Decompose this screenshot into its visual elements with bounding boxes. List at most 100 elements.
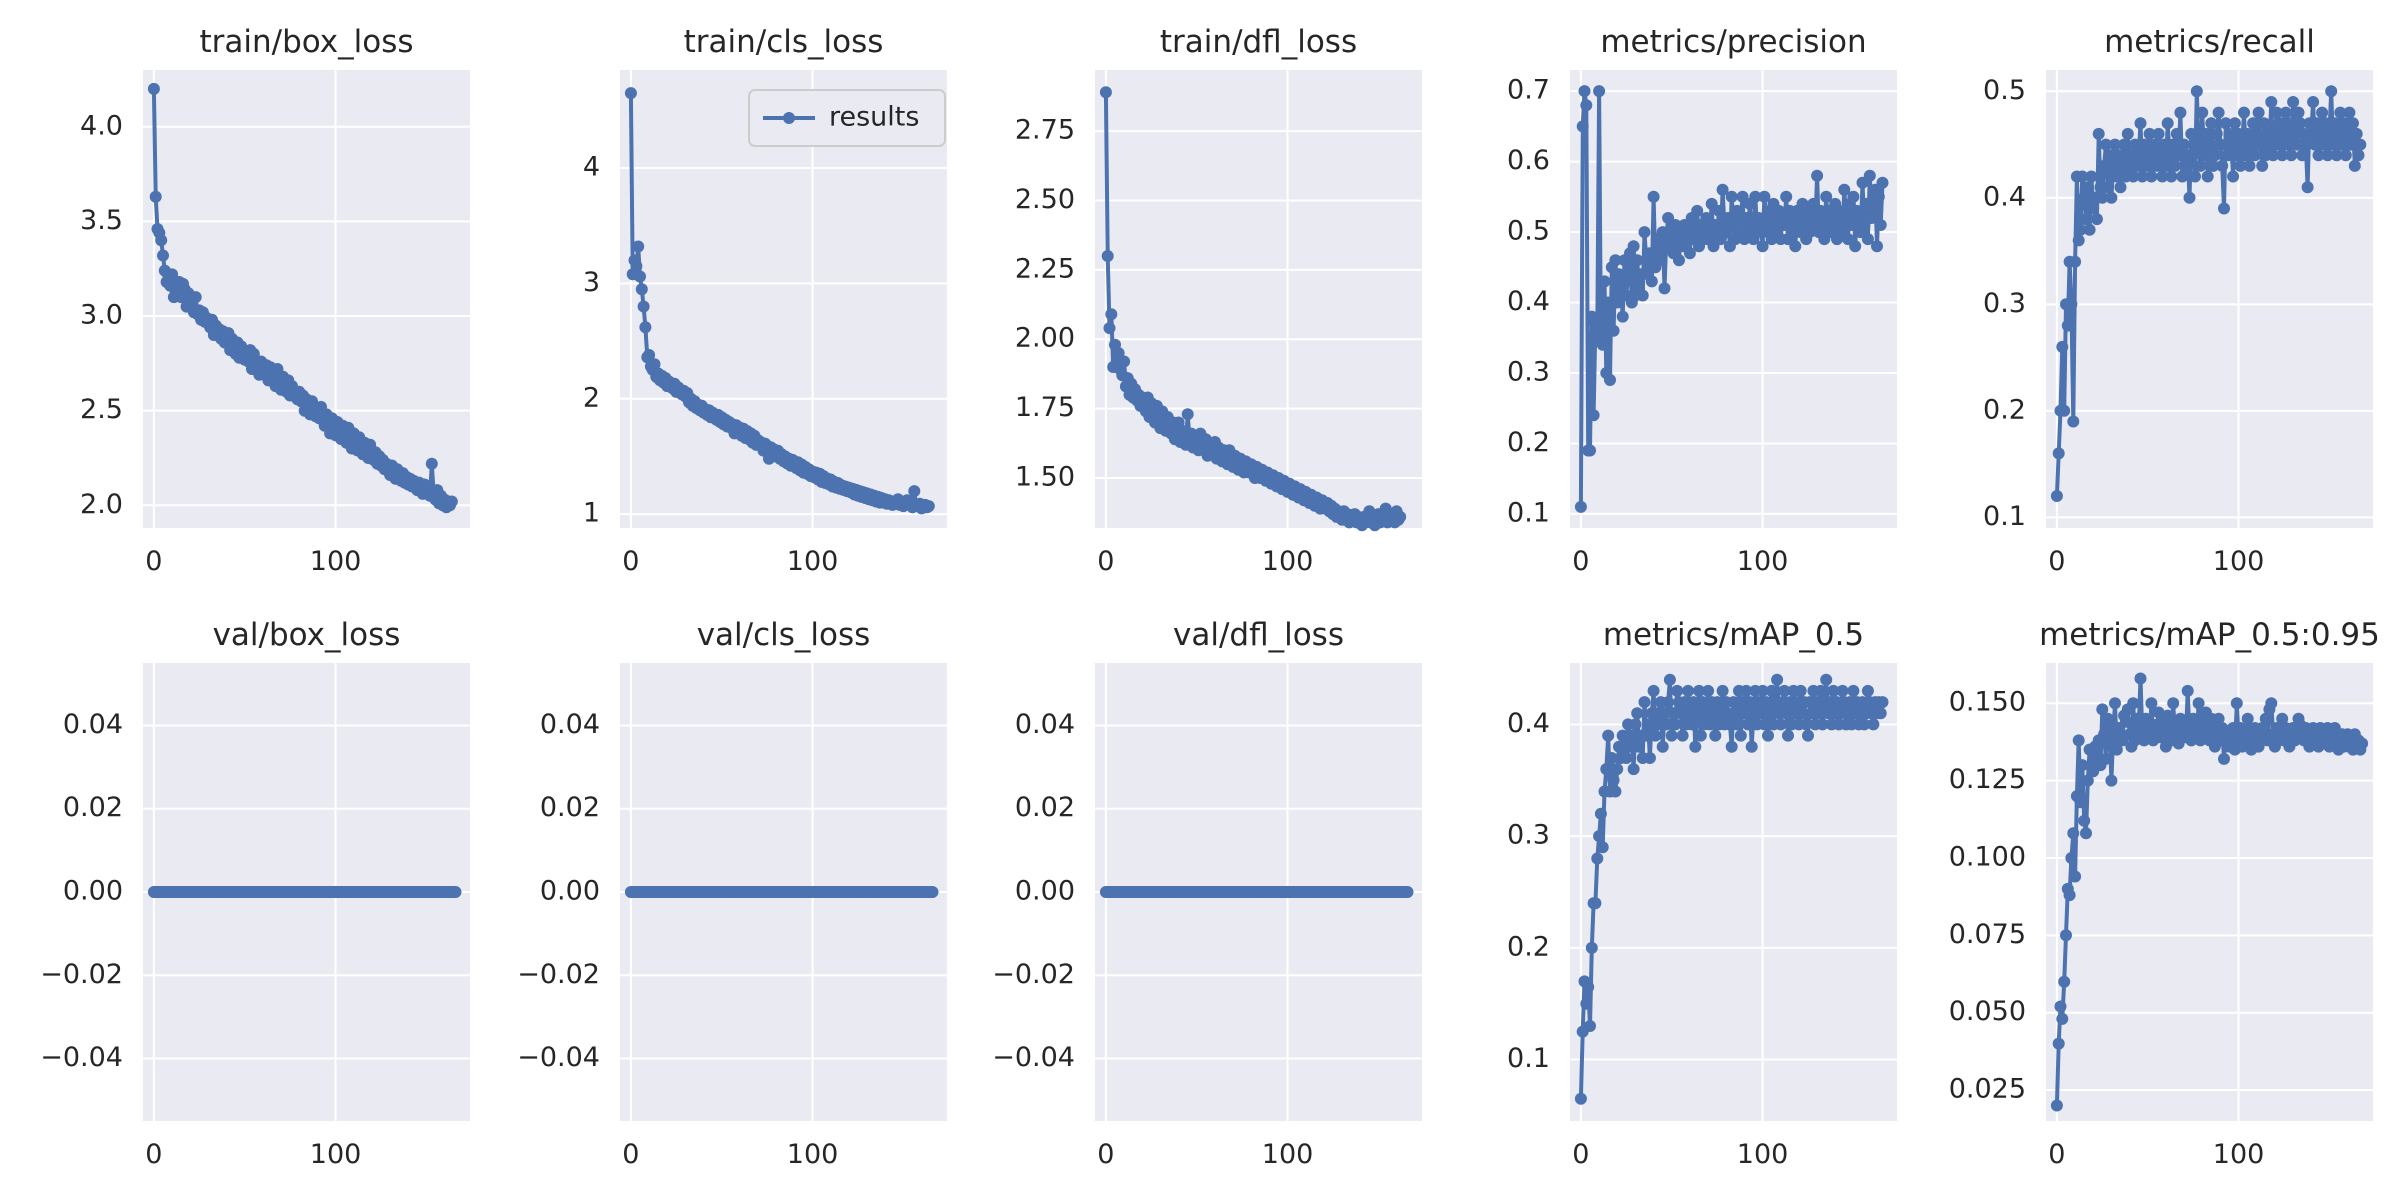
- data-point: [1669, 718, 1682, 731]
- data-point: [2101, 181, 2114, 194]
- data-point: [2316, 106, 2329, 119]
- data-point: [2212, 712, 2225, 725]
- data-point: [2247, 117, 2260, 130]
- y-tick-label: 1.75: [1015, 392, 1075, 423]
- data-point: [1689, 740, 1702, 753]
- data-point: [1734, 729, 1747, 742]
- x-tick-label: 0: [622, 546, 639, 577]
- data-point: [2274, 117, 2287, 130]
- data-point: [1691, 204, 1704, 217]
- data-point: [2258, 117, 2270, 130]
- y-tick-label: 0.100: [1949, 841, 2026, 872]
- data-point: [2187, 149, 2200, 162]
- data-point: [2121, 127, 2134, 140]
- data-point: [1683, 247, 1696, 260]
- y-tick-label: 0.4: [1983, 181, 2026, 212]
- series-points: [1574, 85, 1889, 513]
- data-point: [425, 457, 438, 470]
- data-point: [2050, 1099, 2063, 1112]
- data-point: [1814, 684, 1827, 697]
- data-point: [2343, 106, 2356, 119]
- data-point: [2099, 138, 2112, 151]
- data-point: [1858, 718, 1871, 731]
- data-point: [2103, 149, 2116, 162]
- data-point: [2080, 827, 2092, 840]
- data-point: [2072, 234, 2085, 247]
- data-point: [2109, 138, 2121, 151]
- legend-marker-icon: [783, 112, 795, 124]
- data-point: [1638, 696, 1651, 709]
- subplot: 0.1 0.2 0.3 0.4 0.5 0.6 0.7 0 100 metrics/precisi…: [1507, 24, 1897, 577]
- data-point: [2163, 149, 2176, 162]
- data-point: [1643, 752, 1656, 764]
- data-point: [1742, 718, 1754, 731]
- y-tick-label: 1.50: [1015, 462, 1075, 493]
- data-point: [2208, 149, 2221, 162]
- data-point: [2098, 159, 2111, 172]
- data-point: [2074, 796, 2087, 809]
- data-point: [1874, 219, 1887, 231]
- y-tick-label: 2.0: [80, 489, 123, 520]
- data-point: [1765, 684, 1778, 697]
- data-point: [1578, 85, 1591, 98]
- subplot: −0.04 −0.02 0.00 0.02 0.04 0 100 val/cls_loss: [517, 617, 947, 1170]
- data-point: [1647, 190, 1660, 203]
- data-point: [2087, 202, 2100, 215]
- data-point: [2312, 149, 2325, 162]
- data-point: [2134, 117, 2147, 130]
- y-tick-label: −0.04: [517, 1042, 600, 1073]
- data-point: [306, 395, 318, 408]
- data-point: [2328, 117, 2341, 130]
- data-point: [1802, 729, 1814, 742]
- data-point: [1638, 226, 1651, 239]
- data-point: [2099, 752, 2112, 765]
- y-tick-label: −0.02: [517, 959, 600, 990]
- data-point: [2130, 712, 2143, 725]
- x-tick-label: 0: [622, 1139, 639, 1170]
- data-point: [2341, 127, 2354, 140]
- subplot-title: metrics/mAP_0.5: [1603, 617, 1864, 653]
- data-point: [1616, 729, 1629, 742]
- data-point: [1838, 183, 1851, 196]
- data-point: [2299, 138, 2312, 151]
- data-point: [2056, 1012, 2069, 1025]
- data-point: [1794, 684, 1807, 697]
- data-point: [2241, 712, 2254, 725]
- data-point: [2078, 814, 2091, 827]
- data-point: [639, 321, 652, 334]
- data-point: [2159, 159, 2172, 172]
- y-tick-label: 0.4: [1507, 286, 1550, 317]
- subplot: 0.025 0.050 0.075 0.100 0.125 0.150 0 100 metric…: [1949, 617, 2380, 1170]
- data-point: [1816, 718, 1829, 731]
- data-point: [1820, 190, 1833, 203]
- data-point: [1760, 696, 1773, 709]
- data-point: [2129, 138, 2141, 151]
- series-points: [147, 886, 462, 898]
- data-point: [2096, 191, 2109, 204]
- y-tick-label: 3: [583, 267, 600, 298]
- data-point: [1611, 763, 1624, 776]
- data-point: [1713, 204, 1725, 217]
- data-point: [2080, 213, 2092, 226]
- data-point: [1731, 718, 1744, 731]
- data-point: [1594, 807, 1607, 820]
- data-point: [1729, 707, 1742, 720]
- y-tick-label: 4.0: [80, 110, 123, 141]
- data-point: [2058, 404, 2071, 417]
- data-point: [2065, 298, 2078, 311]
- data-point: [2114, 181, 2127, 194]
- data-point: [2337, 117, 2350, 130]
- data-point: [634, 270, 646, 283]
- y-tick-label: 0.1: [1507, 497, 1550, 528]
- data-point: [2076, 170, 2089, 183]
- y-tick-label: 4: [583, 152, 600, 183]
- data-point: [2196, 106, 2209, 119]
- y-tick-label: 0.04: [63, 709, 123, 740]
- data-point: [2083, 223, 2096, 236]
- x-tick-label: 100: [1737, 1139, 1789, 1170]
- data-point: [2276, 712, 2289, 725]
- data-point: [2272, 138, 2285, 151]
- x-tick-label: 100: [2213, 1139, 2265, 1170]
- data-point: [2350, 127, 2363, 140]
- data-point: [2167, 697, 2180, 710]
